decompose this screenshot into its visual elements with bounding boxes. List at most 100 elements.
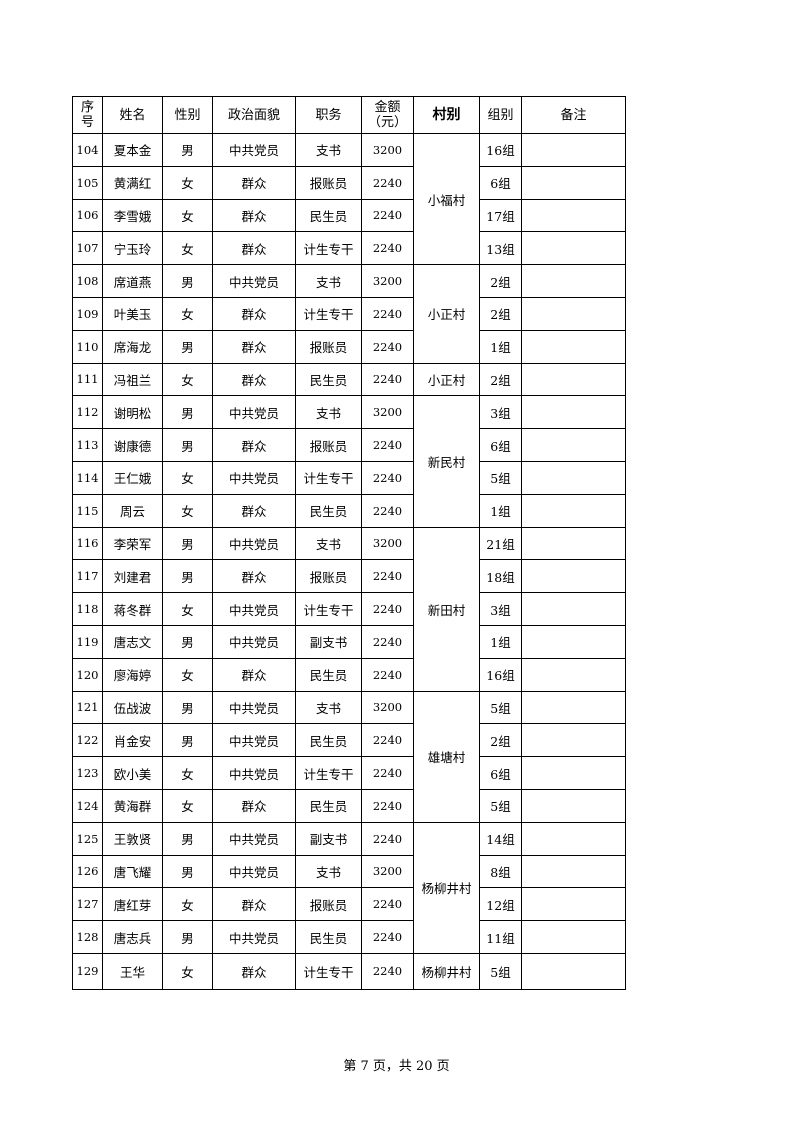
col-header-gender: 性别 [162, 96, 213, 134]
cell-politics: 群众 [212, 657, 296, 692]
cell-amount: 2240 [361, 952, 414, 990]
cell-politics: 群众 [212, 788, 296, 823]
cell-gender: 男 [162, 395, 213, 430]
cell-gender: 女 [162, 657, 213, 692]
cell-politics: 中共党员 [212, 133, 296, 167]
cell-group: 11组 [479, 920, 522, 954]
table-row: 108 席道燕男中共党员 支书 3200 小正村 2组 [72, 264, 626, 364]
cell-name: 李雪娥 [102, 198, 163, 233]
cell-no: 109 [72, 296, 103, 331]
cell-amount: 2240 [361, 788, 414, 823]
cell-amount: 3200 [361, 133, 414, 167]
table-row: 119 唐志文男中共党员 副支书 2240 1组 [72, 624, 626, 659]
cell-group: 2组 [479, 723, 522, 758]
cell-note [521, 690, 626, 725]
cell-group: 2组 [479, 264, 522, 298]
cell-group: 5组 [479, 460, 522, 495]
cell-name: 黄满红 [102, 165, 163, 200]
cell-amount: 2240 [361, 329, 414, 364]
cell-group: 6组 [479, 165, 522, 200]
table-row: 128 唐志兵男中共党员 民生员 2240 11组 [72, 920, 626, 954]
cell-group: 1组 [479, 493, 522, 528]
cell-amount: 2240 [361, 460, 414, 495]
col-header-duty: 职务 [295, 96, 362, 134]
cell-group: 17组 [479, 198, 522, 233]
cell-name: 周云 [102, 493, 163, 528]
cell-note [521, 395, 626, 430]
table-row: 114 王仁娥女中共党员 计生专干 2240 5组 [72, 460, 626, 495]
cell-gender: 女 [162, 887, 213, 922]
table-row: 122 肖金安男中共党员 民生员 2240 2组 [72, 723, 626, 758]
cell-group: 18组 [479, 559, 522, 594]
table-row: 115 周云女群众 民生员 2240 1组 [72, 493, 626, 528]
cell-note [521, 231, 626, 266]
cell-politics: 中共党员 [212, 723, 296, 758]
cell-duty: 支书 [295, 690, 362, 725]
cell-amount: 2240 [361, 821, 414, 856]
cell-name: 黄海群 [102, 788, 163, 823]
cell-no: 114 [72, 460, 103, 495]
cell-note [521, 296, 626, 331]
cell-group: 5组 [479, 788, 522, 823]
cell-no: 119 [72, 624, 103, 659]
cell-gender: 女 [162, 788, 213, 823]
cell-name: 席道燕 [102, 264, 163, 298]
cell-name: 蒋冬群 [102, 592, 163, 626]
cell-no: 116 [72, 526, 103, 561]
cell-no: 106 [72, 198, 103, 233]
table-row: 109 叶美玉女群众 计生专干 2240 2组 [72, 296, 626, 331]
cell-politics: 群众 [212, 362, 296, 397]
cell-duty: 副支书 [295, 624, 362, 659]
cell-duty: 报账员 [295, 165, 362, 200]
cell-note [521, 723, 626, 758]
cell-no: 107 [72, 231, 103, 266]
cell-no: 104 [72, 133, 103, 167]
cell-duty: 民生员 [295, 493, 362, 528]
cell-group: 16组 [479, 133, 522, 167]
cell-note [521, 559, 626, 594]
cell-gender: 男 [162, 133, 213, 167]
table-row: 125 王敦贤男中共党员 副支书 2240 杨柳井村 14组 [72, 821, 626, 954]
table-row: 107 宁玉玲女群众 计生专干 2240 13组 [72, 231, 626, 266]
cell-village: 雄塘村 [413, 690, 480, 823]
cell-village: 杨柳井村 [413, 952, 480, 990]
cell-gender: 男 [162, 920, 213, 954]
cell-no: 112 [72, 395, 103, 430]
cell-amount: 2240 [361, 296, 414, 331]
cell-politics: 中共党员 [212, 821, 296, 856]
cell-group: 5组 [479, 690, 522, 725]
col-header-no: 序 号 [72, 96, 103, 134]
cell-duty: 支书 [295, 526, 362, 561]
cell-gender: 男 [162, 821, 213, 856]
cell-note [521, 952, 626, 990]
cell-note [521, 756, 626, 790]
cell-duty: 支书 [295, 264, 362, 298]
cell-amount: 2240 [361, 592, 414, 626]
cell-note [521, 198, 626, 233]
cell-amount: 3200 [361, 526, 414, 561]
cell-politics: 中共党员 [212, 264, 296, 298]
cell-note [521, 428, 626, 462]
cell-no: 110 [72, 329, 103, 364]
cell-note [521, 362, 626, 397]
cell-politics: 中共党员 [212, 460, 296, 495]
cell-name: 席海龙 [102, 329, 163, 364]
cell-no: 120 [72, 657, 103, 692]
cell-gender: 男 [162, 854, 213, 889]
cell-amount: 2240 [361, 231, 414, 266]
table-row: 121 伍战波男中共党员 支书 3200 雄塘村 5组 [72, 690, 626, 823]
cell-note [521, 592, 626, 626]
cell-name: 唐飞耀 [102, 854, 163, 889]
cell-politics: 中共党员 [212, 526, 296, 561]
cell-gender: 男 [162, 329, 213, 364]
header-row: 序 号姓名 性别 政治面貌 职务 金额 （元） 村别 组别 备注 [72, 96, 626, 134]
cell-name: 伍战波 [102, 690, 163, 725]
cell-group: 12组 [479, 887, 522, 922]
table-row: 106 李雪娥女群众 民生员 2240 17组 [72, 198, 626, 233]
cell-duty: 计生专干 [295, 756, 362, 790]
cell-duty: 副支书 [295, 821, 362, 856]
cell-amount: 2240 [361, 362, 414, 397]
cell-no: 127 [72, 887, 103, 922]
cell-village: 小正村 [413, 264, 480, 364]
cell-group: 5组 [479, 952, 522, 990]
